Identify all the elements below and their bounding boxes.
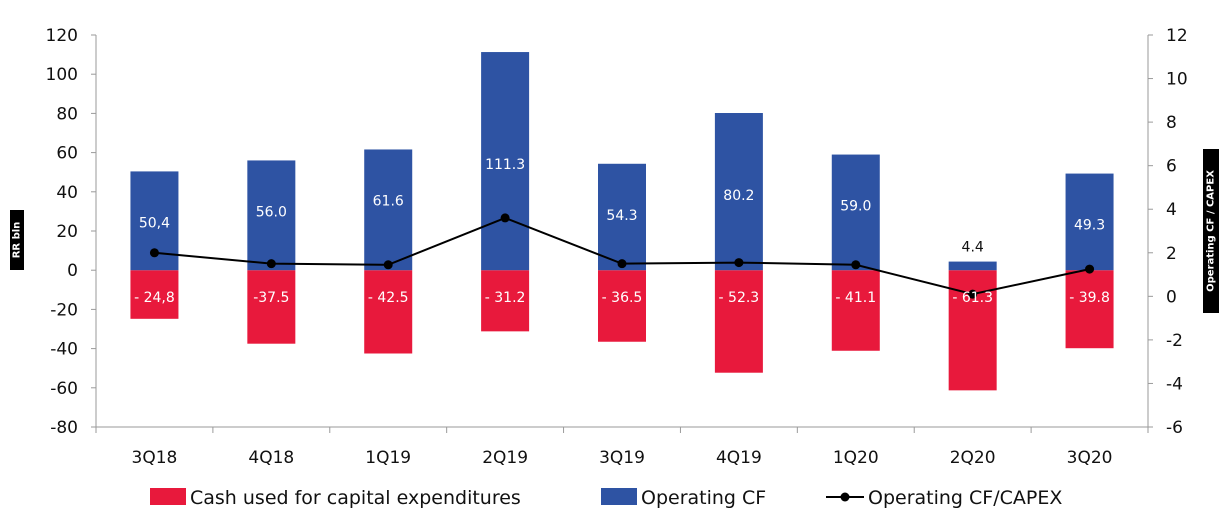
right-axis-title: Operating CF / CAPEX	[1206, 170, 1217, 292]
operating-cf-data-label: 4.4	[962, 240, 984, 256]
operating-cf-data-label: 111.3	[485, 157, 525, 173]
x-tick-label: 2Q20	[950, 448, 996, 468]
left-tick-label: 20	[56, 222, 78, 242]
operating-cf-data-label: 61.6	[373, 193, 404, 209]
capex-bar	[598, 270, 646, 342]
x-tick-label: 1Q19	[365, 448, 411, 468]
operating-cf-data-label: 59.0	[840, 199, 871, 215]
operating-cf-capex-point	[968, 289, 978, 299]
capex-data-label: -37.5	[253, 290, 289, 306]
capex-data-label: - 42.5	[368, 290, 409, 306]
operating-cf-capex-point	[149, 248, 159, 258]
operating-cf-data-label: 80.2	[723, 188, 754, 204]
right-tick-label: 10	[1166, 70, 1188, 90]
capex-bar	[247, 270, 296, 344]
capex-bar	[481, 270, 530, 332]
x-tick-label: 3Q19	[599, 448, 645, 468]
x-tick-label: 3Q20	[1067, 448, 1113, 468]
left-tick-label: 120	[46, 26, 78, 46]
left-tick-label: -20	[50, 300, 78, 320]
right-tick-label: -6	[1166, 418, 1183, 438]
legend-label-operating-cf: Operating CF	[641, 487, 766, 509]
left-tick-label: 0	[67, 261, 78, 281]
x-tick-label: 4Q18	[248, 448, 294, 468]
capex-data-label: - 36.5	[602, 290, 643, 306]
left-tick-label: 40	[56, 183, 78, 203]
operating-cf-bar	[1065, 173, 1114, 271]
legend-swatch-capex	[150, 488, 186, 505]
capex-data-label: - 41.1	[835, 290, 876, 306]
capex-bar	[714, 270, 763, 373]
legend-label-capex: Cash used for capital expenditures	[190, 487, 521, 509]
right-tick-label: 0	[1166, 287, 1177, 307]
capex-bar	[130, 270, 179, 319]
operating-cf-capex-point	[266, 259, 276, 269]
capex-bar	[1065, 270, 1114, 349]
capex-data-label: - 24,8	[134, 290, 175, 306]
right-tick-label: 8	[1166, 113, 1177, 133]
left-tick-label: -80	[50, 418, 78, 438]
operating-cf-capex-point	[617, 259, 627, 269]
right-tick-label: 6	[1166, 157, 1177, 177]
operating-cf-data-label: 54.3	[606, 208, 637, 224]
right-tick-label: 4	[1166, 200, 1177, 220]
right-tick-label: 2	[1166, 244, 1177, 264]
capex-data-label: - 61.3	[952, 290, 993, 306]
legend-label-ratio: Operating CF/CAPEX	[868, 487, 1062, 509]
capex-data-label: - 31.2	[485, 290, 526, 306]
capex-bar	[831, 270, 880, 351]
operating-cf-bar	[247, 160, 296, 271]
left-tick-label: 60	[56, 144, 78, 164]
legend-marker-ratio	[840, 492, 850, 502]
operating-cf-data-label: 49.3	[1074, 218, 1105, 234]
operating-cf-capex-point	[500, 213, 510, 223]
operating-cf-bar	[364, 149, 413, 271]
operating-cf-capex-point	[734, 258, 744, 268]
operating-cf-capex-point	[851, 260, 861, 270]
legend-swatch-operating-cf	[601, 488, 637, 505]
left-axis-title-box	[10, 210, 24, 270]
right-tick-label: 12	[1166, 26, 1188, 46]
capex-data-label: - 39.8	[1069, 290, 1110, 306]
capex-data-label: - 52.3	[719, 290, 760, 306]
right-tick-label: -4	[1166, 374, 1183, 394]
operating-cf-bar	[481, 52, 530, 271]
left-tick-label: -40	[50, 340, 78, 360]
capex-bar	[948, 270, 997, 391]
operating-cf-capex-point	[383, 260, 393, 270]
left-tick-label: -60	[50, 379, 78, 399]
operating-cf-data-label: 56.0	[256, 204, 287, 220]
x-tick-label: 2Q19	[482, 448, 528, 468]
operating-cf-bar	[831, 154, 880, 271]
operating-cf-capex-point	[1085, 264, 1095, 274]
capex-bar	[364, 270, 413, 354]
operating-cf-bar	[714, 113, 763, 271]
x-tick-label: 1Q20	[833, 448, 879, 468]
right-tick-label: -2	[1166, 331, 1183, 351]
operating-cf-bar	[948, 261, 997, 271]
right-axis-title-box	[1203, 149, 1219, 313]
x-tick-label: 4Q19	[716, 448, 762, 468]
operating-cf-data-label: 50,4	[139, 215, 170, 231]
left-axis-title: RR bln	[12, 222, 23, 259]
left-tick-label: 80	[56, 104, 78, 124]
operating-cf-bar	[598, 163, 646, 271]
x-tick-label: 3Q18	[132, 448, 178, 468]
left-tick-label: 100	[46, 65, 78, 85]
